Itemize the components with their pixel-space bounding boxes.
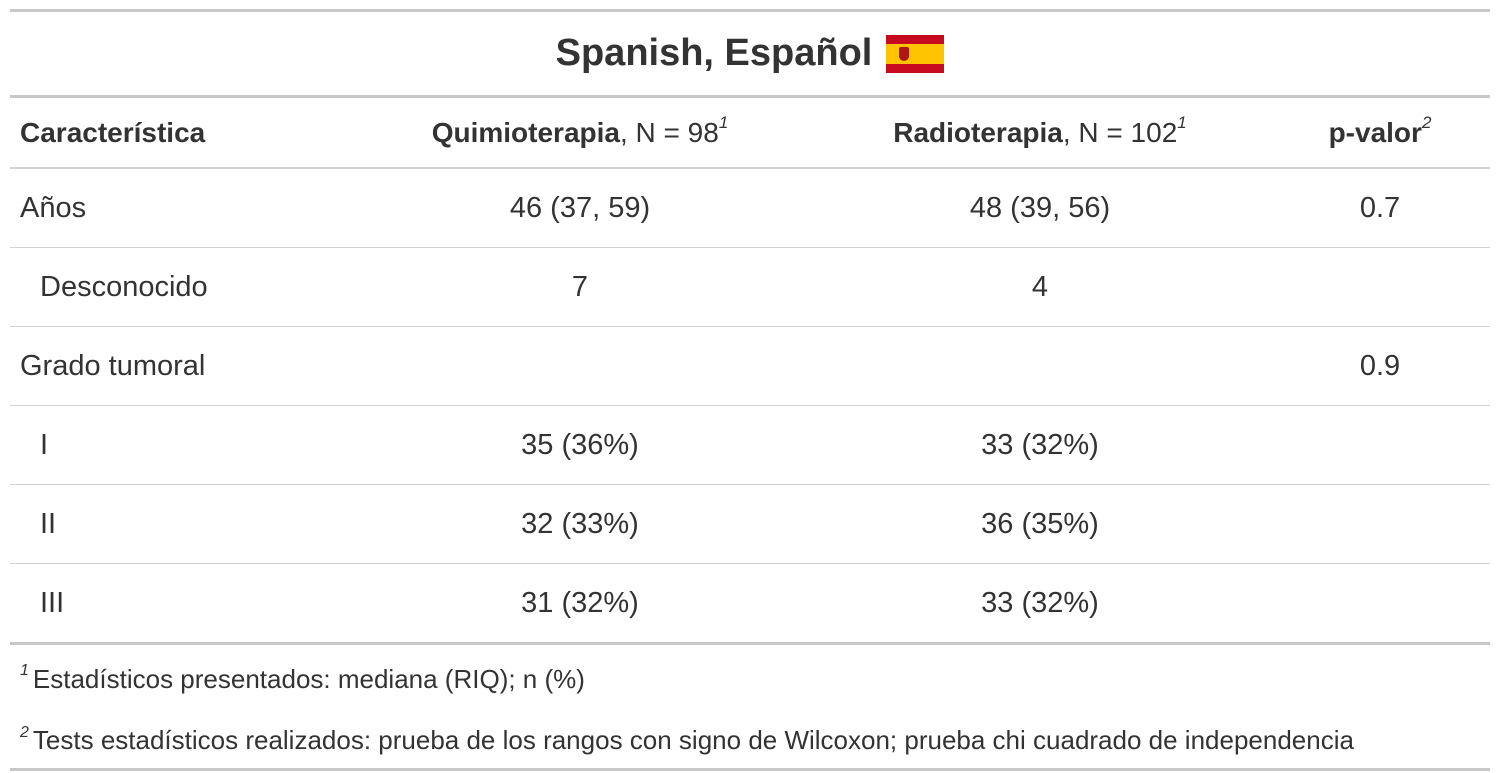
cell-quimioterapia: 46 (37, 59) (509, 191, 651, 224)
column-header-row: Característica Quimioterapia, N = 981 Ra… (10, 98, 1490, 167)
table-row: II 32 (33%) 36 (35%) (10, 485, 1490, 563)
title-text: Spanish, Español (555, 32, 873, 74)
cell-pvalue: 0.9 (1359, 349, 1401, 382)
row-label: III (40, 586, 65, 619)
footnote-mark: 2 (20, 723, 29, 741)
header-characteristic: Característica (20, 116, 206, 148)
header-quimioterapia: Quimioterapia, N = 981 (431, 112, 729, 148)
summary-table: Spanish, Español Característica Quimiote… (10, 9, 1490, 771)
cell-radioterapia: 48 (39, 56) (969, 191, 1111, 224)
cell-radioterapia: 33 (32%) (981, 428, 1099, 461)
bottom-rule (10, 768, 1490, 771)
cell-radioterapia: 33 (32%) (981, 586, 1099, 619)
row-divider (10, 484, 1490, 485)
cell-quimioterapia: 35 (36%) (521, 428, 639, 461)
row-label: II (40, 507, 57, 540)
header-rule (10, 167, 1490, 169)
table-row: Grado tumoral 0.9 (10, 327, 1490, 405)
footnote-2: 2 Tests estadísticos realizados: prueba … (10, 713, 1490, 768)
cell-pvalue: 0.7 (1359, 191, 1401, 224)
cell-quimioterapia: 31 (32%) (521, 586, 639, 619)
row-divider (10, 563, 1490, 564)
table-title: Spanish, Español (10, 12, 1490, 95)
top-rule (10, 9, 1490, 12)
cell-radioterapia: 36 (35%) (981, 507, 1099, 540)
spain-flag-icon (886, 34, 945, 73)
row-divider (10, 405, 1490, 406)
footnote-1: 1 Estadísticos presentados: mediana (RIQ… (10, 645, 1490, 713)
header-pvalue: p-valor2 (1328, 112, 1432, 148)
row-divider (10, 326, 1490, 327)
header-radioterapia: Radioterapia, N = 1021 (893, 112, 1187, 148)
row-label: Grado tumoral (20, 349, 206, 382)
cell-quimioterapia: 32 (33%) (521, 507, 639, 540)
body-bottom-rule (10, 642, 1490, 645)
title-rule (10, 95, 1490, 98)
cell-quimioterapia: 7 (571, 270, 589, 303)
footnote-text: Tests estadísticos realizados: prueba de… (32, 725, 1354, 755)
cell-radioterapia: 4 (1031, 270, 1049, 303)
table-row: III 31 (32%) 33 (32%) (10, 564, 1490, 642)
row-label: Años (20, 191, 87, 224)
table-row: I 35 (36%) 33 (32%) (10, 406, 1490, 484)
table-row: Años 46 (37, 59) 48 (39, 56) 0.7 (10, 169, 1490, 247)
footnote-text: Estadísticos presentados: mediana (RIQ);… (32, 663, 585, 694)
footnote-mark: 1 (20, 662, 29, 679)
row-label: Desconocido (40, 270, 208, 303)
row-divider (10, 247, 1490, 248)
table-row: Desconocido 7 4 (10, 248, 1490, 326)
row-label: I (40, 428, 49, 461)
